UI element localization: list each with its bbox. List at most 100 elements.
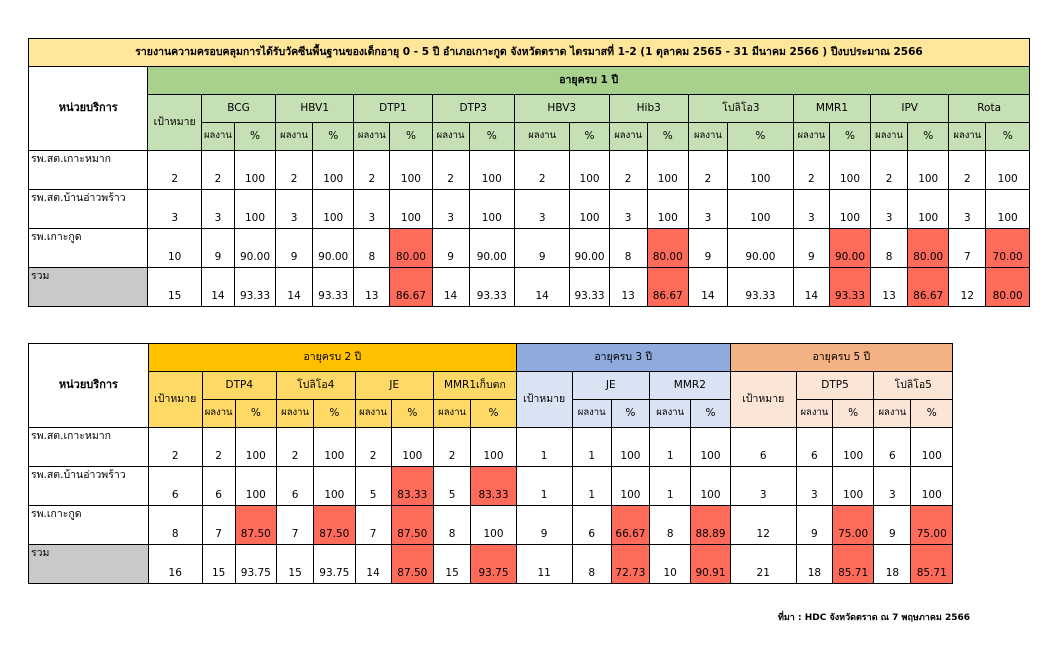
target-value: 9 bbox=[515, 505, 573, 545]
result-value: 9 bbox=[513, 228, 571, 268]
percent-header: % bbox=[313, 399, 356, 428]
result-value: 1 bbox=[649, 427, 692, 467]
source-note: ที่มา : HDC จังหวัดตราด ณ 7 พฤษภาคม 2566 bbox=[777, 613, 970, 623]
vaccine-header: DTP4 bbox=[201, 371, 277, 400]
percent-value: 100 bbox=[910, 427, 953, 467]
result-value: 9 bbox=[275, 228, 314, 268]
result-value: 3 bbox=[431, 189, 470, 229]
percent-value: 83.33 bbox=[470, 466, 517, 506]
percent-value: 90.00 bbox=[233, 228, 277, 268]
target-value: 15 bbox=[147, 267, 202, 307]
unit-name: รพ.สต.บ้านอ่าวพร้าว bbox=[28, 466, 149, 506]
percent-header: % bbox=[828, 122, 872, 151]
percent-value: 85.71 bbox=[831, 544, 875, 584]
result-value: 13 bbox=[608, 267, 648, 307]
percent-value: 93.33 bbox=[569, 267, 610, 307]
result-value: 7 bbox=[201, 505, 236, 545]
percent-value: 80.00 bbox=[985, 267, 1030, 307]
percent-header: % bbox=[468, 122, 515, 151]
percent-header: % bbox=[910, 399, 953, 428]
vaccine-header: JE bbox=[354, 371, 435, 400]
result-value: 5 bbox=[433, 466, 472, 506]
percent-value: 100 bbox=[470, 505, 517, 545]
percent-value: 93.33 bbox=[233, 267, 277, 307]
vaccine-header: โปลิโอ4 bbox=[275, 371, 356, 400]
result-header: ผลงาน bbox=[571, 399, 612, 428]
coverage-table-age1: รายงานความครอบคลุมการได้รับวัคซีนพื้นฐาน… bbox=[27, 38, 1030, 307]
age-1-header: อายุครบ 1 ปี bbox=[147, 66, 1030, 95]
percent-value: 100 bbox=[569, 189, 610, 229]
result-value: 2 bbox=[687, 150, 728, 190]
result-value: 14 bbox=[200, 267, 235, 307]
vaccine-header: DTP5 bbox=[795, 371, 875, 400]
percent-value: 85.71 bbox=[910, 544, 953, 584]
coverage-table-age2-5: หน่วยบริการ อายุครบ 2 ปี อายุครบ 3 ปี อายุ… bbox=[28, 343, 954, 584]
unit-header-2: หน่วยบริการ bbox=[28, 343, 149, 428]
result-value: 2 bbox=[275, 427, 315, 467]
result-value: 10 bbox=[649, 544, 692, 584]
unit-name: รวม bbox=[28, 544, 149, 584]
result-header: ผลงาน bbox=[201, 399, 236, 428]
percent-value: 75.00 bbox=[910, 505, 953, 545]
result-value: 6 bbox=[873, 427, 912, 467]
result-value: 9 bbox=[792, 228, 830, 268]
percent-value: 100 bbox=[470, 427, 517, 467]
target-value: 16 bbox=[147, 544, 203, 584]
percent-value: 93.33 bbox=[468, 267, 515, 307]
result-value: 15 bbox=[433, 544, 472, 584]
result-header: ผลงาน bbox=[354, 399, 392, 428]
result-header: ผลงาน bbox=[792, 122, 830, 151]
result-header: ผลงาน bbox=[608, 122, 648, 151]
result-value: 2 bbox=[948, 150, 987, 190]
percent-value: 100 bbox=[312, 150, 355, 190]
percent-value: 100 bbox=[726, 189, 794, 229]
result-value: 14 bbox=[431, 267, 470, 307]
result-value: 1 bbox=[571, 466, 612, 506]
target-value: 2 bbox=[147, 150, 202, 190]
result-value: 18 bbox=[873, 544, 912, 584]
vaccine-header: Rota bbox=[948, 94, 1030, 123]
result-value: 2 bbox=[275, 150, 314, 190]
percent-value: 80.00 bbox=[389, 228, 433, 268]
percent-value: 80.00 bbox=[907, 228, 950, 268]
result-header: ผลงาน bbox=[431, 122, 470, 151]
unit-name: รพ.สต.เกาะหมาก bbox=[28, 427, 149, 467]
result-value: 3 bbox=[608, 189, 648, 229]
result-value: 1 bbox=[649, 466, 692, 506]
result-value: 2 bbox=[870, 150, 909, 190]
result-value: 18 bbox=[795, 544, 833, 584]
percent-value: 100 bbox=[690, 466, 731, 506]
percent-value: 100 bbox=[985, 189, 1030, 229]
target-value: 21 bbox=[729, 544, 797, 584]
percent-value: 100 bbox=[234, 466, 277, 506]
percent-value: 100 bbox=[907, 189, 950, 229]
result-value: 8 bbox=[433, 505, 472, 545]
result-value: 8 bbox=[353, 228, 391, 268]
percent-value: 100 bbox=[313, 427, 356, 467]
target-value: 11 bbox=[515, 544, 573, 584]
percent-value: 86.67 bbox=[646, 267, 689, 307]
percent-header: % bbox=[390, 399, 435, 428]
result-value: 6 bbox=[795, 427, 833, 467]
percent-header: % bbox=[569, 122, 610, 151]
result-value: 14 bbox=[687, 267, 728, 307]
percent-value: 93.75 bbox=[470, 544, 517, 584]
target-value: 3 bbox=[147, 189, 202, 229]
vaccine-header: JE bbox=[571, 371, 651, 400]
percent-value: 90.00 bbox=[726, 228, 794, 268]
result-value: 5 bbox=[354, 466, 392, 506]
percent-value: 93.75 bbox=[313, 544, 356, 584]
percent-value: 100 bbox=[468, 150, 515, 190]
result-value: 14 bbox=[275, 267, 314, 307]
result-header: ผลงาน bbox=[948, 122, 987, 151]
percent-value: 100 bbox=[389, 189, 433, 229]
result-value: 9 bbox=[795, 505, 833, 545]
target-value: 6 bbox=[147, 466, 203, 506]
percent-value: 93.33 bbox=[828, 267, 872, 307]
result-value: 6 bbox=[275, 466, 315, 506]
percent-value: 100 bbox=[646, 189, 689, 229]
result-value: 7 bbox=[354, 505, 392, 545]
percent-value: 83.33 bbox=[390, 466, 435, 506]
result-header: ผลงาน bbox=[275, 122, 314, 151]
percent-header: % bbox=[831, 399, 875, 428]
